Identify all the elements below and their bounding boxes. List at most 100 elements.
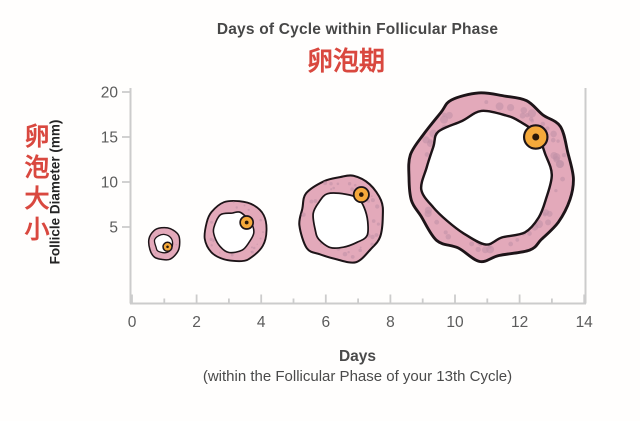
granulosa-dot <box>475 246 481 253</box>
granulosa-dot <box>259 218 262 222</box>
y-axis-label-chinese: 卵泡大小 <box>21 123 49 247</box>
granulosa-dot <box>550 130 557 138</box>
granulosa-dot <box>424 206 432 214</box>
granulosa-dot <box>301 212 306 217</box>
granulosa-dot <box>157 233 160 235</box>
granulosa-dot <box>443 230 448 235</box>
granulosa-dot <box>330 188 333 191</box>
granulosa-dot <box>424 152 430 157</box>
granulosa-dot <box>546 210 553 217</box>
follicle-antrum <box>419 109 554 246</box>
granulosa-dot <box>370 242 374 246</box>
granulosa-dot <box>210 244 213 247</box>
x-tick-label: 14 <box>576 314 594 331</box>
granulosa-dot <box>376 222 380 226</box>
granulosa-dot <box>250 250 254 254</box>
oocyte-nucleus <box>166 245 169 249</box>
granulosa-dot <box>469 241 475 247</box>
granulosa-dot <box>210 220 213 224</box>
granulosa-dot <box>232 201 235 204</box>
granulosa-dot <box>370 195 373 197</box>
granulosa-dot <box>370 198 375 203</box>
granulosa-dot <box>442 112 447 117</box>
granulosa-dot <box>175 243 178 246</box>
granulosa-dot <box>153 237 154 239</box>
x-tick-label: 2 <box>192 314 201 331</box>
granulosa-dot <box>152 250 154 251</box>
granulosa-dot <box>212 238 216 241</box>
granulosa-dot <box>359 246 362 249</box>
granulosa-dot <box>555 160 564 169</box>
granulosa-dot <box>370 234 375 240</box>
granulosa-dot <box>154 253 156 255</box>
granulosa-dot <box>528 116 534 122</box>
granulosa-dot <box>319 242 322 245</box>
granulosa-dot <box>527 231 532 236</box>
y-tick-label: 15 <box>101 130 118 147</box>
granulosa-dot <box>332 186 336 190</box>
granulosa-dot <box>487 245 492 249</box>
granulosa-dot <box>342 251 348 257</box>
granulosa-dot <box>329 181 333 186</box>
granulosa-dot <box>545 126 550 131</box>
granulosa-dot <box>374 233 379 237</box>
y-tick-label: 5 <box>109 220 118 237</box>
y-axis-label-english: Follicle Diameter (mm) <box>47 119 63 265</box>
granulosa-dot <box>250 246 254 249</box>
granulosa-dot <box>506 103 515 112</box>
granulosa-dot <box>350 255 355 259</box>
granulosa-dot <box>209 237 213 242</box>
granulosa-dot <box>527 109 537 118</box>
y-tick-label: 20 <box>101 85 119 102</box>
granulosa-dot <box>256 243 258 245</box>
follicle-illustration <box>203 199 268 263</box>
granulosa-dot <box>445 234 452 240</box>
x-tick-label: 12 <box>511 314 528 331</box>
granulosa-dot <box>550 152 558 160</box>
granulosa-dot <box>262 231 264 234</box>
granulosa-dot <box>445 111 453 119</box>
x-tick-label: 10 <box>446 314 464 331</box>
granulosa-dot <box>434 219 440 225</box>
follicle-illustration <box>298 174 384 264</box>
granulosa-dot <box>495 102 504 111</box>
granulosa-dot <box>520 106 528 114</box>
granulosa-dot <box>151 237 153 239</box>
granulosa-dot <box>347 250 350 254</box>
granulosa-dot <box>309 199 314 204</box>
chart-title-english: Days of Cycle within Follicular Phase <box>216 21 499 38</box>
granulosa-dot <box>153 249 155 251</box>
granulosa-dot <box>561 152 567 158</box>
y-tick-label: 10 <box>101 175 119 192</box>
granulosa-dot <box>218 252 221 254</box>
x-tick-label: 0 <box>128 314 137 331</box>
granulosa-dot <box>484 100 489 105</box>
oocyte-nucleus <box>532 133 540 141</box>
granulosa-dot <box>367 199 370 203</box>
granulosa-dot <box>550 137 556 143</box>
granulosa-dot <box>243 204 246 207</box>
granulosa-dot <box>519 112 526 119</box>
granulosa-dot <box>158 256 160 259</box>
granulosa-dot <box>545 219 552 226</box>
granulosa-dot <box>235 206 238 209</box>
follicle-illustration <box>147 226 181 261</box>
x-tick-label: 8 <box>386 314 395 331</box>
oocyte-nucleus <box>359 192 364 197</box>
follicle-illustration <box>407 91 575 264</box>
granulosa-dot <box>154 252 157 254</box>
granulosa-dot <box>542 212 547 217</box>
chart-title-chinese: 卵泡期 <box>306 46 385 76</box>
granulosa-dot <box>427 138 433 144</box>
granulosa-dot <box>560 176 565 182</box>
oocyte-nucleus <box>244 220 249 225</box>
granulosa-dot <box>525 113 530 118</box>
granulosa-dot <box>353 183 357 187</box>
granulosa-dot <box>230 253 234 257</box>
granulosa-dot <box>153 235 155 237</box>
granulosa-dot <box>371 219 376 223</box>
granulosa-dot <box>313 199 318 203</box>
x-tick-label: 6 <box>321 314 330 331</box>
granulosa-dot <box>247 208 250 212</box>
